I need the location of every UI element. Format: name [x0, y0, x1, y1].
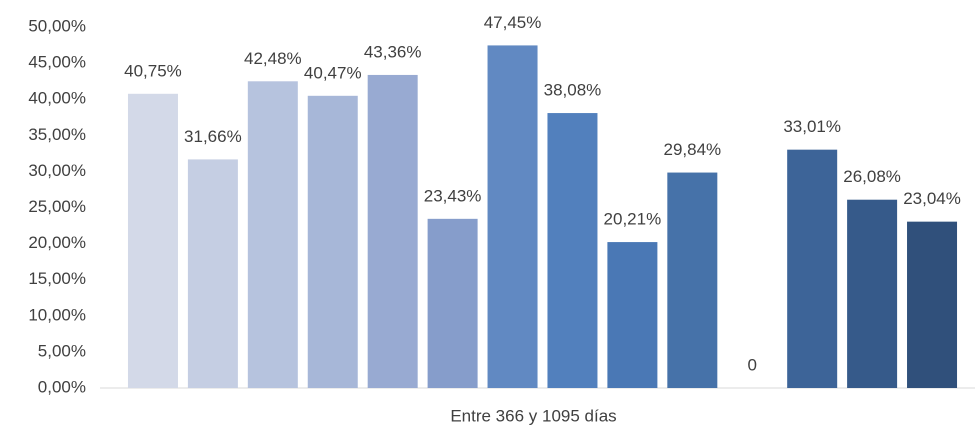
y-tick-label: 50,00%: [28, 16, 86, 35]
data-label: 40,75%: [124, 61, 182, 80]
data-label: 23,04%: [903, 189, 961, 208]
data-label: 47,45%: [484, 13, 542, 32]
y-tick-label: 35,00%: [28, 125, 86, 144]
data-label: 31,66%: [184, 127, 242, 146]
y-tick-label: 0,00%: [38, 377, 86, 396]
data-label: 29,84%: [663, 140, 721, 159]
bar: [187, 159, 238, 388]
y-tick-label: 30,00%: [28, 161, 86, 180]
y-tick-label: 40,00%: [28, 89, 86, 108]
data-label: 38,08%: [544, 81, 602, 100]
bar: [667, 172, 718, 388]
data-label: 26,08%: [843, 167, 901, 186]
bar: [607, 242, 658, 388]
data-label: 20,21%: [604, 210, 662, 229]
data-label: 40,47%: [304, 63, 362, 82]
y-tick-label: 5,00%: [38, 341, 86, 360]
y-tick-label: 15,00%: [28, 269, 86, 288]
bar: [427, 218, 478, 388]
bar: [907, 221, 958, 388]
data-label: 43,36%: [364, 42, 422, 61]
bar: [847, 199, 898, 388]
bar: [127, 93, 178, 388]
data-label: 23,43%: [424, 186, 482, 205]
bar: [487, 45, 538, 388]
y-tick-label: 20,00%: [28, 233, 86, 252]
y-tick-label: 45,00%: [28, 53, 86, 72]
bar: [547, 113, 598, 388]
y-tick-label: 10,00%: [28, 305, 86, 324]
data-label: 0: [748, 355, 757, 374]
bar: [307, 95, 358, 388]
data-label: 33,01%: [783, 117, 841, 136]
y-tick-label: 25,00%: [28, 197, 86, 216]
bar: [247, 81, 298, 388]
x-tick-label: Entre 366 y 1095 días: [450, 406, 616, 425]
bar: [787, 149, 838, 388]
bar: [367, 74, 418, 389]
data-label: 42,48%: [244, 49, 302, 68]
